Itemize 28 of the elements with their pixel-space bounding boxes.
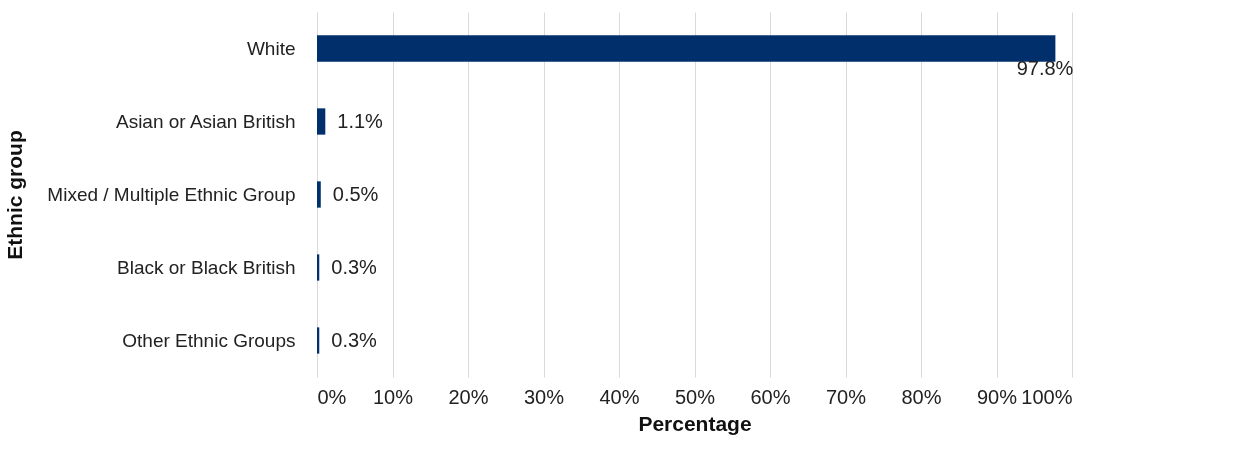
x-tick-label: 100% bbox=[1021, 385, 1073, 408]
y-tick-label: Black or Black British bbox=[117, 256, 296, 278]
x-tick-label: 90% bbox=[976, 385, 1018, 408]
x-tick-label: 10% bbox=[372, 385, 414, 408]
y-tick-label: Other Ethnic Groups bbox=[122, 329, 296, 351]
bar bbox=[317, 254, 320, 281]
data-label: 1.1% bbox=[337, 109, 384, 132]
x-tick-label: 60% bbox=[750, 385, 791, 408]
bar bbox=[317, 108, 326, 135]
y-tick-label: White bbox=[246, 37, 296, 59]
x-tick-label: 30% bbox=[523, 385, 565, 408]
x-tick-label: 70% bbox=[825, 385, 867, 408]
x-tick-label: 50% bbox=[674, 385, 716, 408]
y-axis-title: Ethnic group bbox=[2, 130, 26, 260]
bar bbox=[317, 35, 1056, 62]
x-axis-title: Percentage bbox=[638, 411, 752, 435]
x-tick-label: 0% bbox=[317, 385, 347, 408]
x-tick-label: 80% bbox=[901, 385, 942, 408]
data-label: 97.8% bbox=[1016, 56, 1074, 79]
y-tick-label: Asian or Asian British bbox=[115, 110, 296, 132]
bar bbox=[317, 327, 320, 354]
y-tick-label: Mixed / Multiple Ethnic Group bbox=[47, 183, 296, 205]
bar bbox=[317, 181, 321, 208]
data-label: 0.3% bbox=[331, 255, 378, 278]
data-label: 0.3% bbox=[331, 328, 378, 351]
data-label: 0.5% bbox=[332, 182, 379, 205]
x-tick-label: 40% bbox=[599, 385, 640, 408]
x-tick-label: 20% bbox=[448, 385, 489, 408]
